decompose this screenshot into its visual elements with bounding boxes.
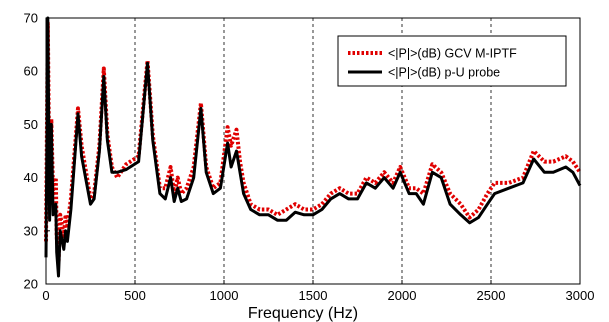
- legend-label-1: <|P|>(dB) GCV M-IPTF: [388, 47, 517, 61]
- legend: <|P|>(dB) GCV M-IPTF <|P|>(dB) p-U probe: [338, 36, 566, 86]
- y-tick-label: 50: [24, 117, 38, 132]
- x-axis-title: Frequency (Hz): [248, 305, 358, 322]
- y-tick-label: 30: [24, 223, 38, 238]
- y-tick-label: 60: [24, 64, 38, 79]
- y-tick-label: 20: [24, 277, 38, 292]
- legend-label-2: <|P|>(dB) p-U probe: [388, 66, 500, 80]
- x-tick-label: 1000: [210, 288, 239, 303]
- x-tick-label: 1500: [299, 288, 328, 303]
- y-tick-label: 40: [24, 170, 38, 185]
- y-tick-label: 70: [24, 11, 38, 26]
- x-tick-label: 2000: [388, 288, 417, 303]
- x-tick-label: 500: [124, 288, 146, 303]
- x-tick-label: 0: [42, 288, 49, 303]
- x-tick-label: 2500: [477, 288, 506, 303]
- x-tick-label: 3000: [566, 288, 595, 303]
